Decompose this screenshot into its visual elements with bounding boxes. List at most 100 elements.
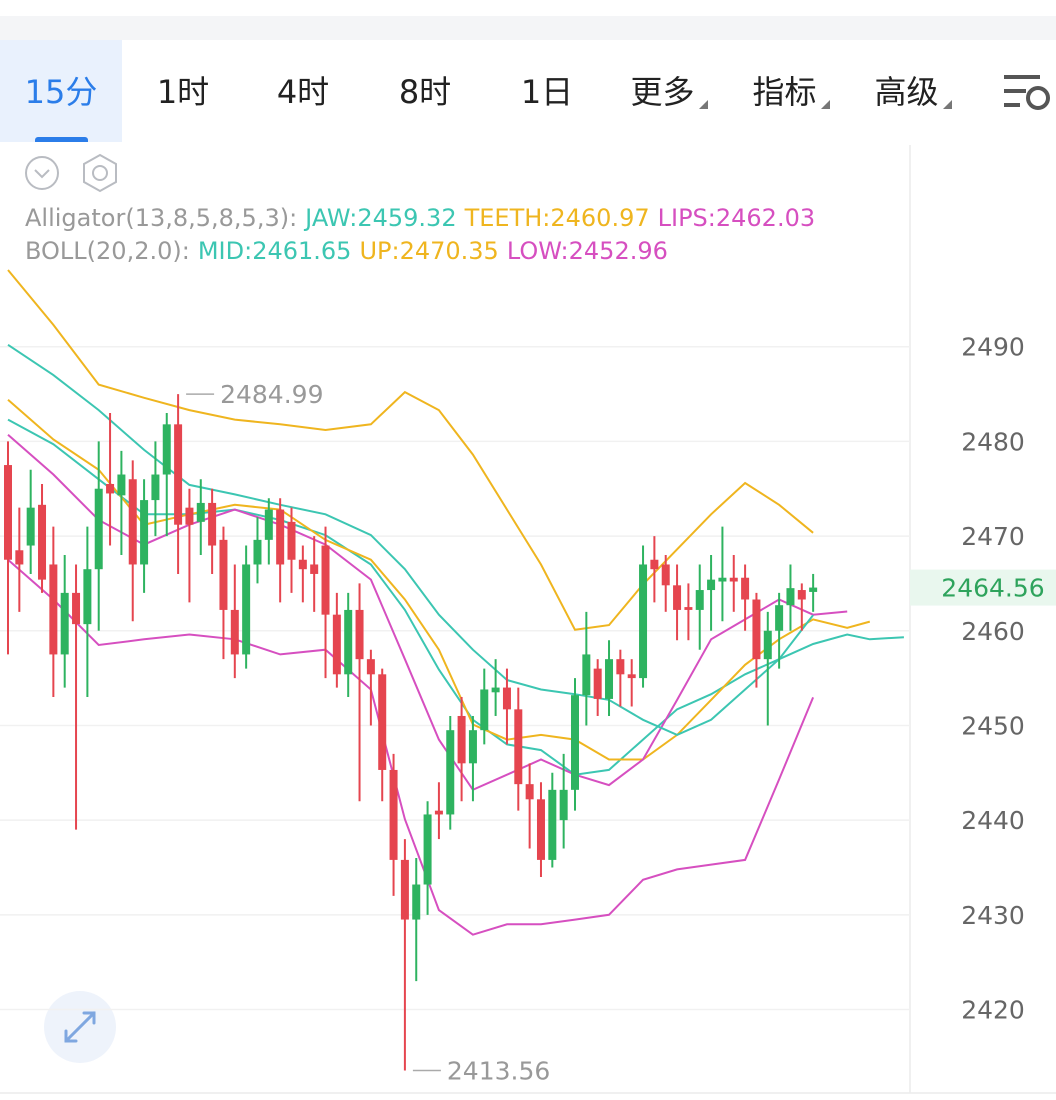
period-tab[interactable]: 15分 — [0, 40, 122, 142]
candle-body — [253, 539, 262, 565]
tab-label: 8时 — [398, 73, 452, 111]
candle-body — [83, 569, 92, 625]
candle-body — [60, 592, 69, 655]
candle-body — [559, 789, 568, 821]
candle-body — [605, 659, 614, 699]
candle-body — [446, 730, 455, 815]
period-tab[interactable]: 更多 — [608, 40, 730, 142]
legend-value: 2459.32 — [357, 204, 456, 232]
candle-body — [72, 592, 81, 625]
candle-body — [514, 709, 523, 785]
last-price-tag — [910, 569, 1056, 606]
candle-body — [775, 605, 784, 631]
tab-label: 4时 — [276, 73, 330, 111]
candle-body — [423, 814, 432, 885]
period-tab[interactable]: 1时 — [122, 40, 244, 142]
candle-body — [707, 579, 716, 591]
candle-body — [287, 521, 296, 560]
y-tick-label: 2450 — [961, 711, 1025, 740]
candle-body — [264, 509, 273, 540]
dropdown-caret — [942, 100, 952, 109]
tab-label: 1日 — [520, 73, 574, 111]
legend-value: 2461.65 — [252, 237, 351, 265]
candle-body — [593, 668, 602, 699]
candle-body — [741, 577, 750, 600]
indicator-line — [7, 269, 814, 631]
collapse-icon[interactable] — [25, 156, 59, 190]
plot-area — [4, 269, 904, 1071]
candle-body — [196, 502, 205, 522]
indicator-label: BOLL(20,2.0): — [25, 237, 190, 265]
candle-body — [344, 609, 353, 675]
tab-label: 高级 — [874, 73, 939, 111]
legend-value: 2462.03 — [716, 204, 815, 232]
candle-body — [684, 607, 693, 610]
candle-body — [491, 687, 500, 693]
period-tab[interactable]: 指标 — [730, 40, 852, 142]
tab-label: 15分 — [24, 73, 98, 111]
indicator-legend: Alligator(13,8,5,8,5,3): JAW:2459.32 TEETH… — [25, 204, 815, 232]
candle-body — [230, 609, 239, 655]
candle-body — [627, 674, 636, 679]
candle-body — [525, 784, 534, 800]
legend-value: 2470.35 — [400, 237, 499, 265]
legend-name: TEETH: — [464, 204, 551, 232]
period-tab[interactable]: 8时 — [364, 40, 486, 142]
tab-label: 1时 — [156, 73, 210, 111]
candle-body — [185, 507, 194, 525]
legend-value: 2452.96 — [569, 237, 668, 265]
candle-body — [128, 479, 137, 565]
candle-body — [673, 585, 682, 610]
candle-body — [219, 539, 228, 610]
y-tick-label: 2420 — [961, 996, 1025, 1025]
legend-name: MID: — [198, 237, 252, 265]
candle-body — [548, 789, 557, 860]
candle-body — [321, 545, 330, 615]
period-tabs: 15分 1时 4时 8时 1日 更多 指标 高级 — [0, 40, 1056, 142]
candle-body — [718, 577, 727, 582]
candle-body — [809, 587, 818, 592]
candle-body — [208, 502, 217, 546]
settings-icon[interactable] — [83, 153, 117, 193]
candle-body — [276, 509, 285, 565]
chart-settings-icon[interactable] — [1004, 75, 1050, 110]
candle-body — [332, 614, 341, 675]
period-tab[interactable]: 4时 — [242, 40, 364, 142]
candle-body — [140, 500, 149, 565]
candle-body — [310, 564, 319, 574]
candle-body — [480, 689, 489, 731]
candle-body — [355, 609, 364, 660]
candle-body — [571, 695, 579, 790]
candle-body — [763, 630, 772, 660]
extreme-label: 2484.99 — [220, 380, 323, 409]
period-tab[interactable]: 高级 — [852, 40, 974, 142]
dropdown-caret — [820, 100, 830, 109]
candle-body — [502, 687, 511, 710]
candle-body — [616, 659, 625, 675]
legend-name: JAW: — [303, 204, 357, 232]
status-strip — [0, 0, 1056, 40]
fullscreen-button[interactable] — [44, 991, 116, 1063]
candle-body — [729, 577, 738, 582]
legend-name: LIPS: — [658, 204, 716, 232]
last-price-label: 2464.56 — [941, 574, 1044, 603]
candle-body — [434, 810, 443, 815]
candle-body — [174, 424, 183, 525]
candle-body — [752, 599, 761, 660]
candle-body — [400, 859, 409, 920]
candle-body — [457, 715, 466, 764]
indicator-label: Alligator(13,8,5,8,5,3): — [25, 204, 297, 232]
y-tick-label: 2480 — [961, 427, 1025, 456]
candle-body — [94, 488, 103, 570]
candle-body — [650, 559, 659, 570]
candle-body — [106, 483, 115, 494]
y-tick-label: 2440 — [961, 806, 1025, 835]
candle-body — [151, 474, 160, 501]
candle-body — [786, 588, 795, 606]
candle-body — [389, 769, 398, 860]
legend-value: 2460.97 — [550, 204, 649, 232]
candle-body — [582, 654, 591, 696]
candle-body — [695, 590, 704, 610]
period-tab[interactable]: 1日 — [486, 40, 608, 142]
candle-body — [298, 559, 307, 570]
